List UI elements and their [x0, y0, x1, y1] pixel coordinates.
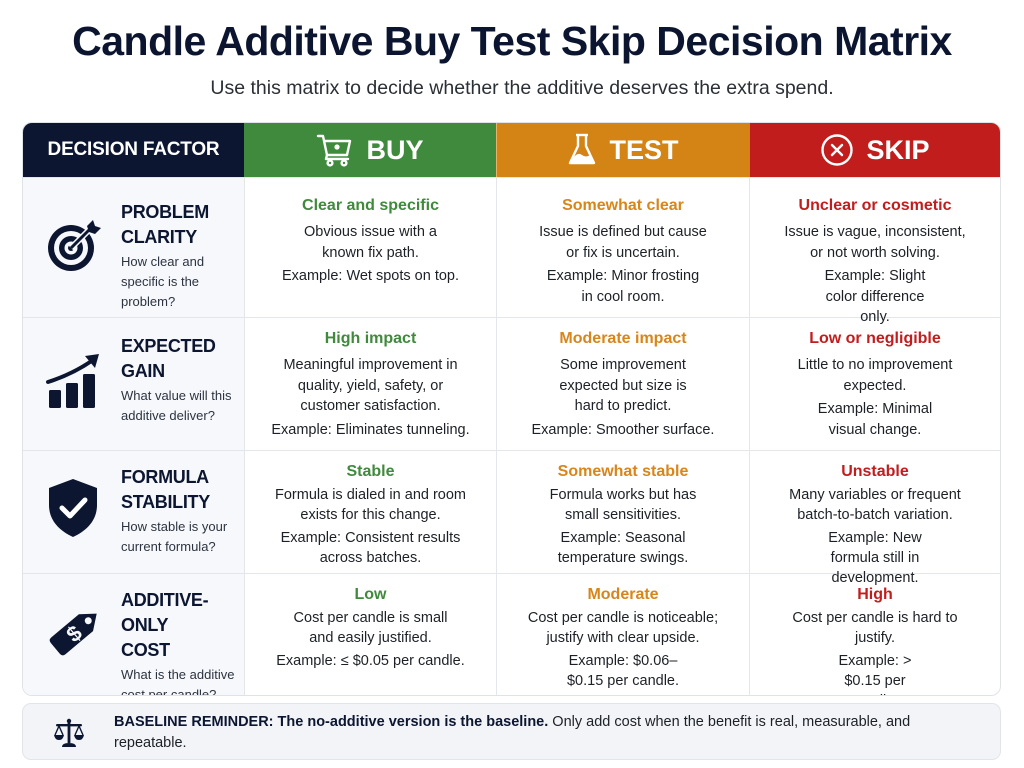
buy-example: Example: Wet spots on top.	[281, 268, 460, 284]
column-header-label: SKIP	[866, 134, 930, 165]
test-example: Example: Minor frosting in cool room.	[546, 268, 700, 305]
column-header-decision-factor: DECISION FACTOR	[23, 123, 244, 177]
buy-level: Stable	[346, 463, 395, 480]
buy-description: Cost per candle is small and easily just…	[293, 610, 448, 646]
shield-check-icon	[49, 479, 97, 537]
skip-description: Issue is vague, inconsistent, or not wor…	[784, 224, 966, 261]
factor-name: COST	[121, 640, 170, 660]
factor-question: How stable is your current formula?	[121, 519, 228, 554]
price-tag-icon: $	[49, 613, 97, 656]
test-description: Cost per candle is noticeable; justify w…	[527, 610, 719, 646]
matrix-row-expected-gain: EXPECTED GAIN What value will this addit…	[23, 317, 1000, 450]
test-level: Somewhat clear	[562, 197, 684, 214]
test-level: Moderate impact	[559, 330, 687, 347]
skip-cell: Low or negligible Little to no improveme…	[749, 318, 1000, 450]
reminder-bold: BASELINE REMINDER: The no-additive versi…	[114, 714, 549, 730]
buy-example: Example: Eliminates tunneling.	[271, 421, 470, 438]
buy-cell: Stable Formula is dialed in and room exi…	[244, 451, 496, 573]
test-description: Formula works but has small sensitivitie…	[549, 487, 697, 523]
balance-scale-icon	[54, 718, 84, 747]
page-title: Candle Additive Buy Test Skip Decision M…	[72, 18, 952, 64]
factor-name: GAIN	[121, 361, 165, 381]
factor-name: CLARITY	[121, 227, 197, 247]
buy-description: Formula is dialed in and room exists for…	[275, 487, 467, 523]
skip-description: Little to no improvement expected.	[797, 357, 953, 394]
test-example: Example: $0.06–$0.15 per candle.	[566, 653, 680, 689]
matrix-row-formula-stability: FORMULA STABILITY How stable is your cur…	[23, 450, 1000, 586]
buy-example: Example: Consistent results across batch…	[280, 530, 461, 566]
skip-level: Low or negligible	[809, 330, 941, 347]
factor-question: How clear and specific is the problem?	[121, 254, 205, 309]
buy-level: High impact	[324, 330, 417, 347]
growth-chart-icon	[46, 354, 99, 408]
factor-name: ADDITIVE-ONLY	[121, 590, 209, 635]
buy-cell: High impact Meaningful improvement in qu…	[244, 318, 496, 450]
skip-description: Cost per candle is hard to justify.	[792, 610, 958, 646]
skip-level: High	[857, 586, 893, 603]
column-header-test: TEST	[496, 123, 749, 177]
factor-name: PROBLEM	[121, 202, 209, 222]
factor-name: STABILITY	[121, 492, 210, 512]
test-description: Issue is defined but cause or fix is unc…	[539, 224, 707, 261]
skip-cell: Unclear or cosmetic Issue is vague, inco…	[749, 178, 1000, 325]
skip-example: Example: New formula still in developmen…	[828, 530, 922, 586]
factor-cell: EXPECTED GAIN What value will this addit…	[23, 318, 244, 450]
buy-example: Example: ≤ $0.05 per candle.	[276, 653, 465, 669]
matrix-row-problem-clarity: PROBLEM CLARITY How clear and specific i…	[23, 177, 1000, 325]
buy-description: Meaningful improvement in quality, yield…	[283, 357, 458, 414]
reminder-text: BASELINE REMINDER: The no-additive versi…	[114, 712, 934, 754]
baseline-reminder: BASELINE REMINDER: The no-additive versi…	[22, 703, 1001, 760]
page-subtitle: Use this matrix to decide whether the ad…	[210, 77, 834, 99]
skip-description: Many variables or frequent batch-to-batc…	[789, 487, 961, 523]
column-header-label: BUY	[366, 134, 424, 165]
circle-x-icon	[821, 134, 854, 166]
factor-cell: PROBLEM CLARITY How clear and specific i…	[23, 178, 244, 317]
factor-name: EXPECTED	[121, 336, 216, 356]
column-header-label: TEST	[609, 134, 679, 165]
factor-name: FORMULA	[121, 467, 209, 487]
shopping-cart-icon	[317, 134, 352, 167]
skip-level: Unclear or cosmetic	[798, 197, 952, 214]
test-cell: Moderate impact Some improvement expecte…	[496, 318, 749, 450]
buy-description: Obvious issue with a known fix path.	[304, 224, 437, 261]
factor-cell: $ ADDITIVE-ONLY COST What is the additiv…	[23, 574, 244, 696]
column-header-buy: BUY	[244, 123, 496, 177]
buy-level: Low	[354, 586, 387, 603]
matrix-header-row: DECISION FACTOR BUY TEST	[23, 123, 1000, 177]
column-header-skip: SKIP	[749, 123, 1000, 177]
factor-cell: FORMULA STABILITY How stable is your cur…	[23, 451, 244, 573]
test-example: Example: Seasonal temperature swings.	[557, 530, 689, 566]
reminder-body: Only add cost when the benefit is real, …	[114, 714, 911, 751]
buy-level: Clear and specific	[302, 197, 439, 214]
flask-icon	[569, 133, 596, 165]
test-description: Some improvement expected but size is ha…	[559, 357, 687, 414]
skip-cell: High Cost per candle is hard to justify.…	[749, 574, 1000, 695]
target-icon	[48, 220, 101, 271]
matrix-row-additive-cost: $ ADDITIVE-ONLY COST What is the additiv…	[23, 573, 1000, 696]
decision-matrix: DECISION FACTOR BUY TEST	[22, 122, 1001, 696]
factor-question: What is the additive cost per candle?	[121, 667, 235, 696]
factor-question: What value will this additive deliver?	[121, 388, 232, 423]
skip-example: Example: Slight color difference only.	[824, 268, 926, 325]
test-cell: Somewhat stable Formula works but has sm…	[496, 451, 749, 573]
skip-cell: Unstable Many variables or frequent batc…	[749, 451, 1000, 586]
column-header-label: DECISION FACTOR	[47, 139, 220, 160]
buy-cell: Clear and specific Obvious issue with a …	[244, 178, 496, 317]
test-cell: Somewhat clear Issue is defined but caus…	[496, 178, 749, 317]
skip-level: Unstable	[841, 463, 909, 480]
skip-example: Example: > $0.15 per candle.	[838, 653, 912, 695]
test-example: Example: Smoother surface.	[531, 421, 715, 438]
test-level: Moderate	[587, 586, 659, 603]
test-cell: Moderate Cost per candle is noticeable; …	[496, 574, 749, 695]
test-level: Somewhat stable	[557, 463, 689, 480]
buy-cell: Low Cost per candle is small and easily …	[244, 574, 496, 695]
skip-example: Example: Minimal visual change.	[817, 401, 933, 438]
